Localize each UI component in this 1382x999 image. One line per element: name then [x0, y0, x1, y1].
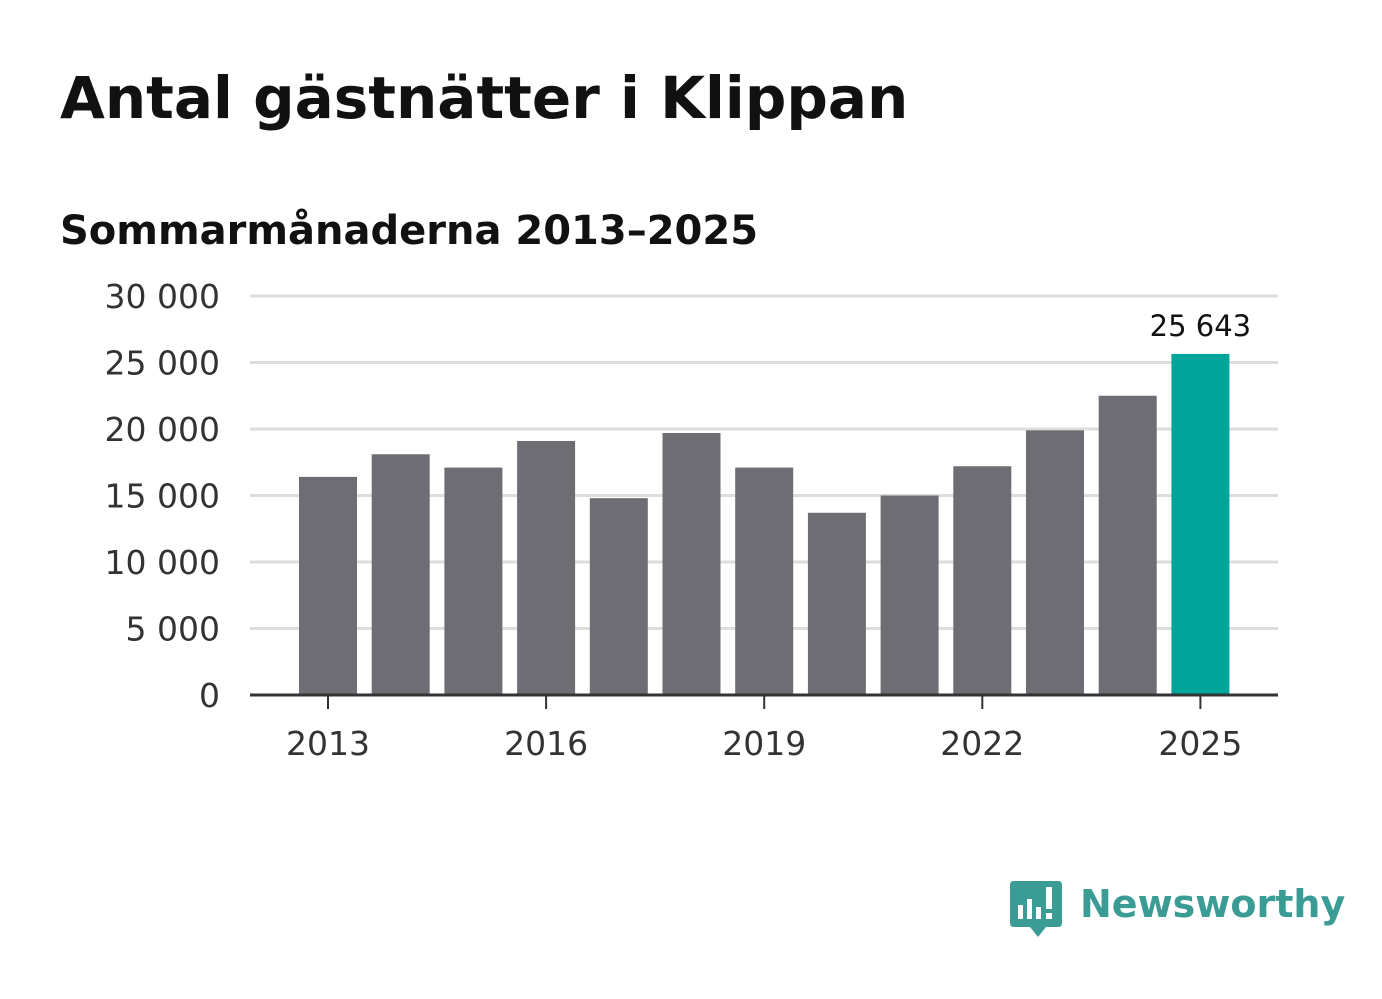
- brand: Newsworthy: [1010, 878, 1345, 942]
- bar-2014: [371, 454, 430, 695]
- x-tick-label: 2016: [504, 724, 588, 763]
- bars: [299, 353, 1230, 695]
- x-axis: 2013 2016 2019 2022 2025: [250, 693, 1278, 763]
- y-tick-label: 25 000: [105, 344, 220, 383]
- bar-2025: [1171, 353, 1230, 695]
- annotations: 25 643: [1150, 309, 1251, 343]
- bar-2018: [662, 432, 721, 695]
- chart-subtitle: Sommarmånaderna 2013–2025: [60, 208, 759, 254]
- y-axis-tick-labels: 0 5 000 10 000 15 000 20 000 25 000 30 000: [105, 277, 220, 715]
- chart-title: Antal gästnätter i Klippan: [60, 64, 909, 132]
- x-tick-label: 2025: [1158, 724, 1242, 763]
- bar-2016: [517, 440, 576, 695]
- bar-2021: [880, 495, 939, 695]
- y-tick-label: 15 000: [105, 477, 220, 516]
- bar-2015: [444, 467, 503, 695]
- y-tick-label: 10 000: [105, 543, 220, 582]
- brand-name: Newsworthy: [1080, 882, 1346, 926]
- y-tick-label: 5 000: [126, 610, 220, 649]
- bar-2022: [953, 466, 1012, 695]
- newsworthy-logo-icon: [1010, 881, 1062, 937]
- x-tick-label: 2019: [722, 724, 806, 763]
- x-tick-label: 2022: [940, 724, 1024, 763]
- bar-2019: [735, 467, 794, 695]
- bar-2024: [1098, 395, 1157, 695]
- bar-2017: [589, 498, 648, 695]
- value-label-2025: 25 643: [1150, 309, 1251, 343]
- x-tick-label: 2013: [286, 724, 370, 763]
- y-tick-label: 0: [199, 676, 220, 715]
- bar-2013: [299, 476, 357, 695]
- bar-2020: [807, 512, 866, 695]
- y-tick-label: 30 000: [105, 277, 220, 316]
- bar-2023: [1026, 430, 1084, 695]
- y-tick-label: 20 000: [105, 410, 220, 449]
